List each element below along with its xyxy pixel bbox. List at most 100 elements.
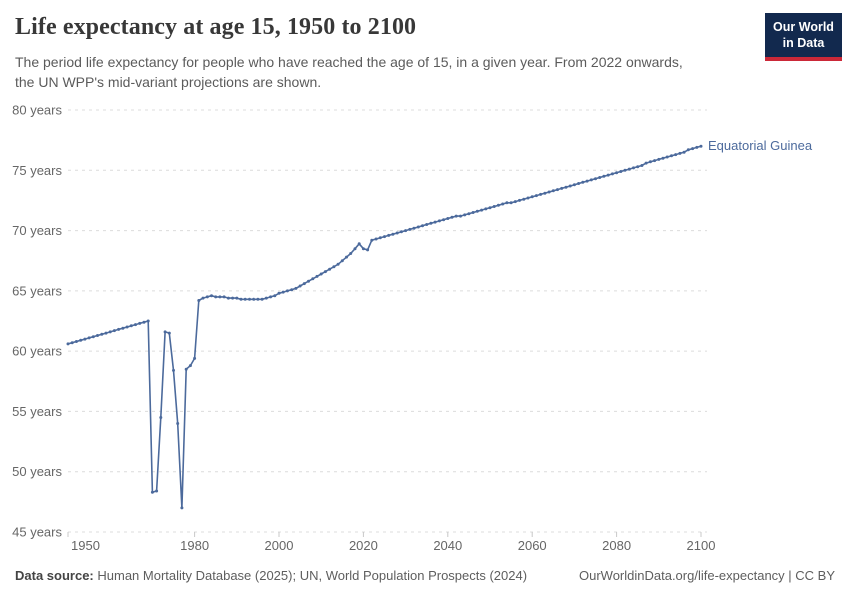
data-point[interactable] xyxy=(539,192,543,196)
data-point[interactable] xyxy=(125,325,129,329)
data-point[interactable] xyxy=(395,231,399,235)
data-point[interactable] xyxy=(577,182,581,185)
data-point[interactable] xyxy=(691,147,695,151)
data-point[interactable] xyxy=(670,154,673,158)
data-point[interactable] xyxy=(193,356,197,360)
data-point[interactable] xyxy=(454,214,458,218)
data-point[interactable] xyxy=(564,185,568,189)
data-point[interactable] xyxy=(640,164,644,167)
data-point[interactable] xyxy=(214,295,218,299)
data-point[interactable] xyxy=(235,296,239,300)
data-point[interactable] xyxy=(475,209,479,213)
data-point[interactable] xyxy=(248,297,251,301)
data-point[interactable] xyxy=(459,214,462,218)
data-point[interactable] xyxy=(87,336,91,340)
data-point[interactable] xyxy=(530,195,534,199)
data-point[interactable] xyxy=(218,295,222,299)
data-point[interactable] xyxy=(294,286,298,290)
data-point[interactable] xyxy=(66,342,70,346)
data-point[interactable] xyxy=(112,329,116,333)
data-point[interactable] xyxy=(615,171,619,175)
data-point[interactable] xyxy=(264,296,268,300)
data-point[interactable] xyxy=(501,202,505,206)
data-point[interactable] xyxy=(150,490,154,494)
data-point[interactable] xyxy=(632,166,635,170)
data-point[interactable] xyxy=(353,247,357,251)
data-point[interactable] xyxy=(159,416,163,419)
data-point[interactable] xyxy=(222,295,226,299)
data-point[interactable] xyxy=(281,290,285,294)
data-point[interactable] xyxy=(315,274,319,278)
data-point[interactable] xyxy=(412,226,416,230)
data-point[interactable] xyxy=(699,144,703,148)
data-point[interactable] xyxy=(205,295,209,299)
data-point[interactable] xyxy=(433,220,437,224)
data-point[interactable] xyxy=(83,337,87,341)
data-point[interactable] xyxy=(336,262,340,266)
data-point[interactable] xyxy=(425,223,429,226)
data-point[interactable] xyxy=(416,225,420,229)
data-point[interactable] xyxy=(108,330,112,334)
data-point[interactable] xyxy=(450,215,454,219)
data-point[interactable] xyxy=(243,297,247,301)
data-point[interactable] xyxy=(686,148,690,152)
data-point[interactable] xyxy=(399,230,403,234)
data-point[interactable] xyxy=(184,367,188,371)
data-point[interactable] xyxy=(172,368,175,372)
data-point[interactable] xyxy=(273,294,277,298)
data-point[interactable] xyxy=(505,201,509,205)
data-point[interactable] xyxy=(627,167,631,171)
data-point[interactable] xyxy=(349,252,353,255)
data-point[interactable] xyxy=(201,296,205,300)
data-point[interactable] xyxy=(345,255,348,259)
data-point[interactable] xyxy=(594,177,597,181)
data-point[interactable] xyxy=(79,338,83,342)
data-point[interactable] xyxy=(74,340,78,343)
data-point[interactable] xyxy=(323,270,327,274)
data-point[interactable] xyxy=(210,294,213,298)
data-point[interactable] xyxy=(572,183,576,187)
data-point[interactable] xyxy=(471,211,475,214)
data-point[interactable] xyxy=(366,248,370,252)
data-point[interactable] xyxy=(328,267,332,271)
data-point[interactable] xyxy=(657,157,661,161)
data-point[interactable] xyxy=(463,213,467,217)
data-point[interactable] xyxy=(104,331,108,335)
data-point[interactable] xyxy=(551,189,555,193)
footer-link[interactable]: OurWorldinData.org/life-expectancy | CC … xyxy=(578,568,835,583)
data-point[interactable] xyxy=(636,165,640,169)
data-point[interactable] xyxy=(442,218,446,222)
data-point[interactable] xyxy=(623,168,627,172)
data-point[interactable] xyxy=(70,341,74,345)
data-point[interactable] xyxy=(96,334,99,337)
data-point[interactable] xyxy=(509,201,513,205)
data-point[interactable] xyxy=(269,295,273,299)
data-point[interactable] xyxy=(231,296,235,300)
entity-label[interactable]: Equatorial Guinea xyxy=(708,138,813,153)
data-point[interactable] xyxy=(256,297,260,301)
data-point[interactable] xyxy=(408,227,412,231)
data-point[interactable] xyxy=(484,207,488,211)
data-point[interactable] xyxy=(598,176,602,179)
data-point[interactable] xyxy=(290,288,294,292)
chart-line[interactable] xyxy=(67,145,702,509)
data-point[interactable] xyxy=(585,179,589,183)
data-point[interactable] xyxy=(340,259,344,263)
data-point[interactable] xyxy=(117,327,121,331)
data-point[interactable] xyxy=(197,299,201,302)
data-point[interactable] xyxy=(513,200,517,204)
data-point[interactable] xyxy=(146,319,150,323)
data-point[interactable] xyxy=(91,335,95,339)
data-point[interactable] xyxy=(404,229,408,233)
data-point[interactable] xyxy=(496,203,500,207)
data-point[interactable] xyxy=(480,208,484,212)
data-point[interactable] xyxy=(311,277,315,281)
data-point[interactable] xyxy=(180,506,184,510)
data-point[interactable] xyxy=(176,422,180,425)
data-point[interactable] xyxy=(167,331,171,335)
data-point[interactable] xyxy=(100,332,104,336)
data-point[interactable] xyxy=(568,184,572,188)
data-point[interactable] xyxy=(644,161,648,165)
data-point[interactable] xyxy=(682,150,686,154)
data-point[interactable] xyxy=(518,198,521,202)
